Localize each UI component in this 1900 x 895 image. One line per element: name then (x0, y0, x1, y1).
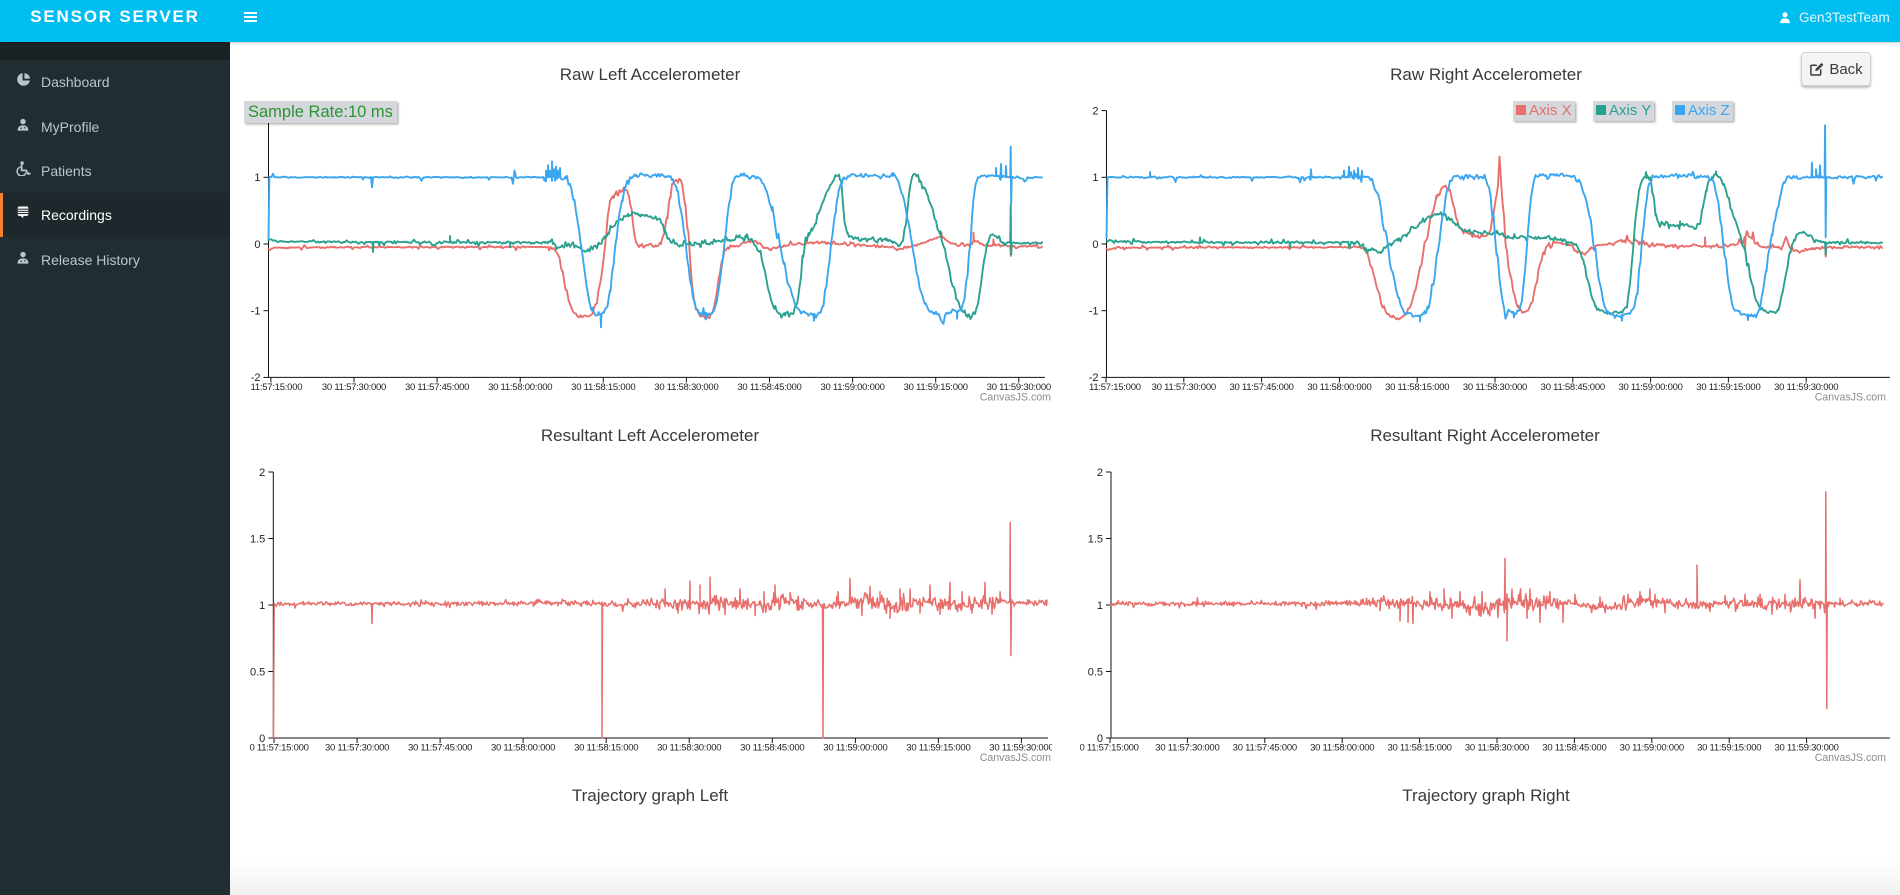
svg-text:0: 0 (259, 733, 265, 745)
svg-text:30 11:59:30:000: 30 11:59:30:000 (989, 742, 1052, 753)
svg-text:30 11:59:00:000: 30 11:59:00:000 (1620, 742, 1684, 753)
svg-text:0: 0 (1092, 239, 1098, 251)
svg-text:30 11:59:15:000: 30 11:59:15:000 (904, 382, 968, 393)
svg-text:-2: -2 (251, 372, 261, 384)
svg-text:1: 1 (254, 172, 260, 184)
svg-text:30 11:59:00:000: 30 11:59:00:000 (820, 382, 884, 393)
svg-text:30 11:57:30:000: 30 11:57:30:000 (1152, 382, 1216, 393)
svg-text:30 11:59:30:000: 30 11:59:30:000 (1774, 382, 1838, 393)
svg-text:1: 1 (1097, 600, 1103, 612)
svg-text:1.5: 1.5 (250, 533, 265, 545)
svg-text:30 11:58:30:000: 30 11:58:30:000 (1465, 742, 1529, 753)
svg-text:30 11:58:15:000: 30 11:58:15:000 (574, 742, 638, 753)
svg-text:30 11:59:15:000: 30 11:59:15:000 (1696, 382, 1760, 393)
svg-text:2: 2 (1097, 467, 1103, 479)
svg-text:30 11:59:30:000: 30 11:59:30:000 (1774, 742, 1838, 753)
svg-text:11:57:15:000: 11:57:15:000 (251, 382, 303, 393)
svg-text:-1: -1 (1089, 306, 1099, 318)
svg-text:30 11:58:30:000: 30 11:58:30:000 (1463, 382, 1527, 393)
svg-text:CanvasJS.com: CanvasJS.com (980, 752, 1051, 764)
svg-text:30 11:58:00:000: 30 11:58:00:000 (491, 742, 555, 753)
svg-text:30 11:57:45:000: 30 11:57:45:000 (1233, 742, 1297, 753)
svg-text:30 11:58:30:000: 30 11:58:30:000 (654, 382, 718, 393)
svg-text:-1: -1 (251, 306, 261, 318)
svg-text:CanvasJS.com: CanvasJS.com (1815, 392, 1886, 404)
svg-text:30 11:59:00:000: 30 11:59:00:000 (1618, 382, 1682, 393)
svg-text:30 11:57:30:000: 30 11:57:30:000 (325, 742, 389, 753)
svg-text:30 11:58:00:000: 30 11:58:00:000 (1307, 382, 1371, 393)
svg-text:0.5: 0.5 (250, 666, 265, 678)
svg-text:30 11:59:15:000: 30 11:59:15:000 (906, 742, 970, 753)
svg-text:30 11:57:45:000: 30 11:57:45:000 (408, 742, 472, 753)
svg-text:0.5: 0.5 (1088, 666, 1103, 678)
svg-text:30 11:58:15:000: 30 11:58:15:000 (571, 382, 635, 393)
svg-text:30 11:58:15:000: 30 11:58:15:000 (1387, 742, 1451, 753)
svg-text:30 11:58:00:000: 30 11:58:00:000 (1310, 742, 1374, 753)
svg-text:1: 1 (259, 600, 265, 612)
svg-text:0 11:57:15:000: 0 11:57:15:000 (1080, 742, 1139, 753)
svg-text:30 11:58:15:000: 30 11:58:15:000 (1385, 382, 1449, 393)
svg-text:11:57:15:000: 11:57:15:000 (1089, 382, 1141, 393)
svg-text:30 11:58:45:000: 30 11:58:45:000 (740, 742, 804, 753)
svg-text:30 11:58:30:000: 30 11:58:30:000 (657, 742, 721, 753)
svg-text:CanvasJS.com: CanvasJS.com (980, 392, 1051, 404)
svg-text:30 11:58:45:000: 30 11:58:45:000 (1541, 382, 1605, 393)
svg-text:30 11:57:30:000: 30 11:57:30:000 (322, 382, 386, 393)
svg-text:30 11:57:45:000: 30 11:57:45:000 (1229, 382, 1293, 393)
svg-text:30 11:57:45:000: 30 11:57:45:000 (405, 382, 469, 393)
svg-text:2: 2 (259, 467, 265, 479)
svg-text:0 11:57:15:000: 0 11:57:15:000 (250, 742, 309, 753)
svg-text:30 11:59:15:000: 30 11:59:15:000 (1697, 742, 1761, 753)
svg-text:CanvasJS.com: CanvasJS.com (1815, 752, 1886, 764)
svg-text:2: 2 (1092, 105, 1098, 117)
svg-text:-2: -2 (1089, 372, 1099, 384)
svg-text:30 11:59:00:000: 30 11:59:00:000 (823, 742, 887, 753)
svg-text:30 11:58:00:000: 30 11:58:00:000 (488, 382, 552, 393)
svg-text:0: 0 (254, 239, 260, 251)
svg-text:1: 1 (1092, 172, 1098, 184)
svg-text:0: 0 (1097, 733, 1103, 745)
svg-text:1.5: 1.5 (1088, 533, 1103, 545)
svg-text:30 11:58:45:000: 30 11:58:45:000 (1542, 742, 1606, 753)
svg-text:30 11:59:30:000: 30 11:59:30:000 (987, 382, 1051, 393)
svg-text:30 11:58:45:000: 30 11:58:45:000 (737, 382, 801, 393)
svg-text:30 11:57:30:000: 30 11:57:30:000 (1155, 742, 1219, 753)
